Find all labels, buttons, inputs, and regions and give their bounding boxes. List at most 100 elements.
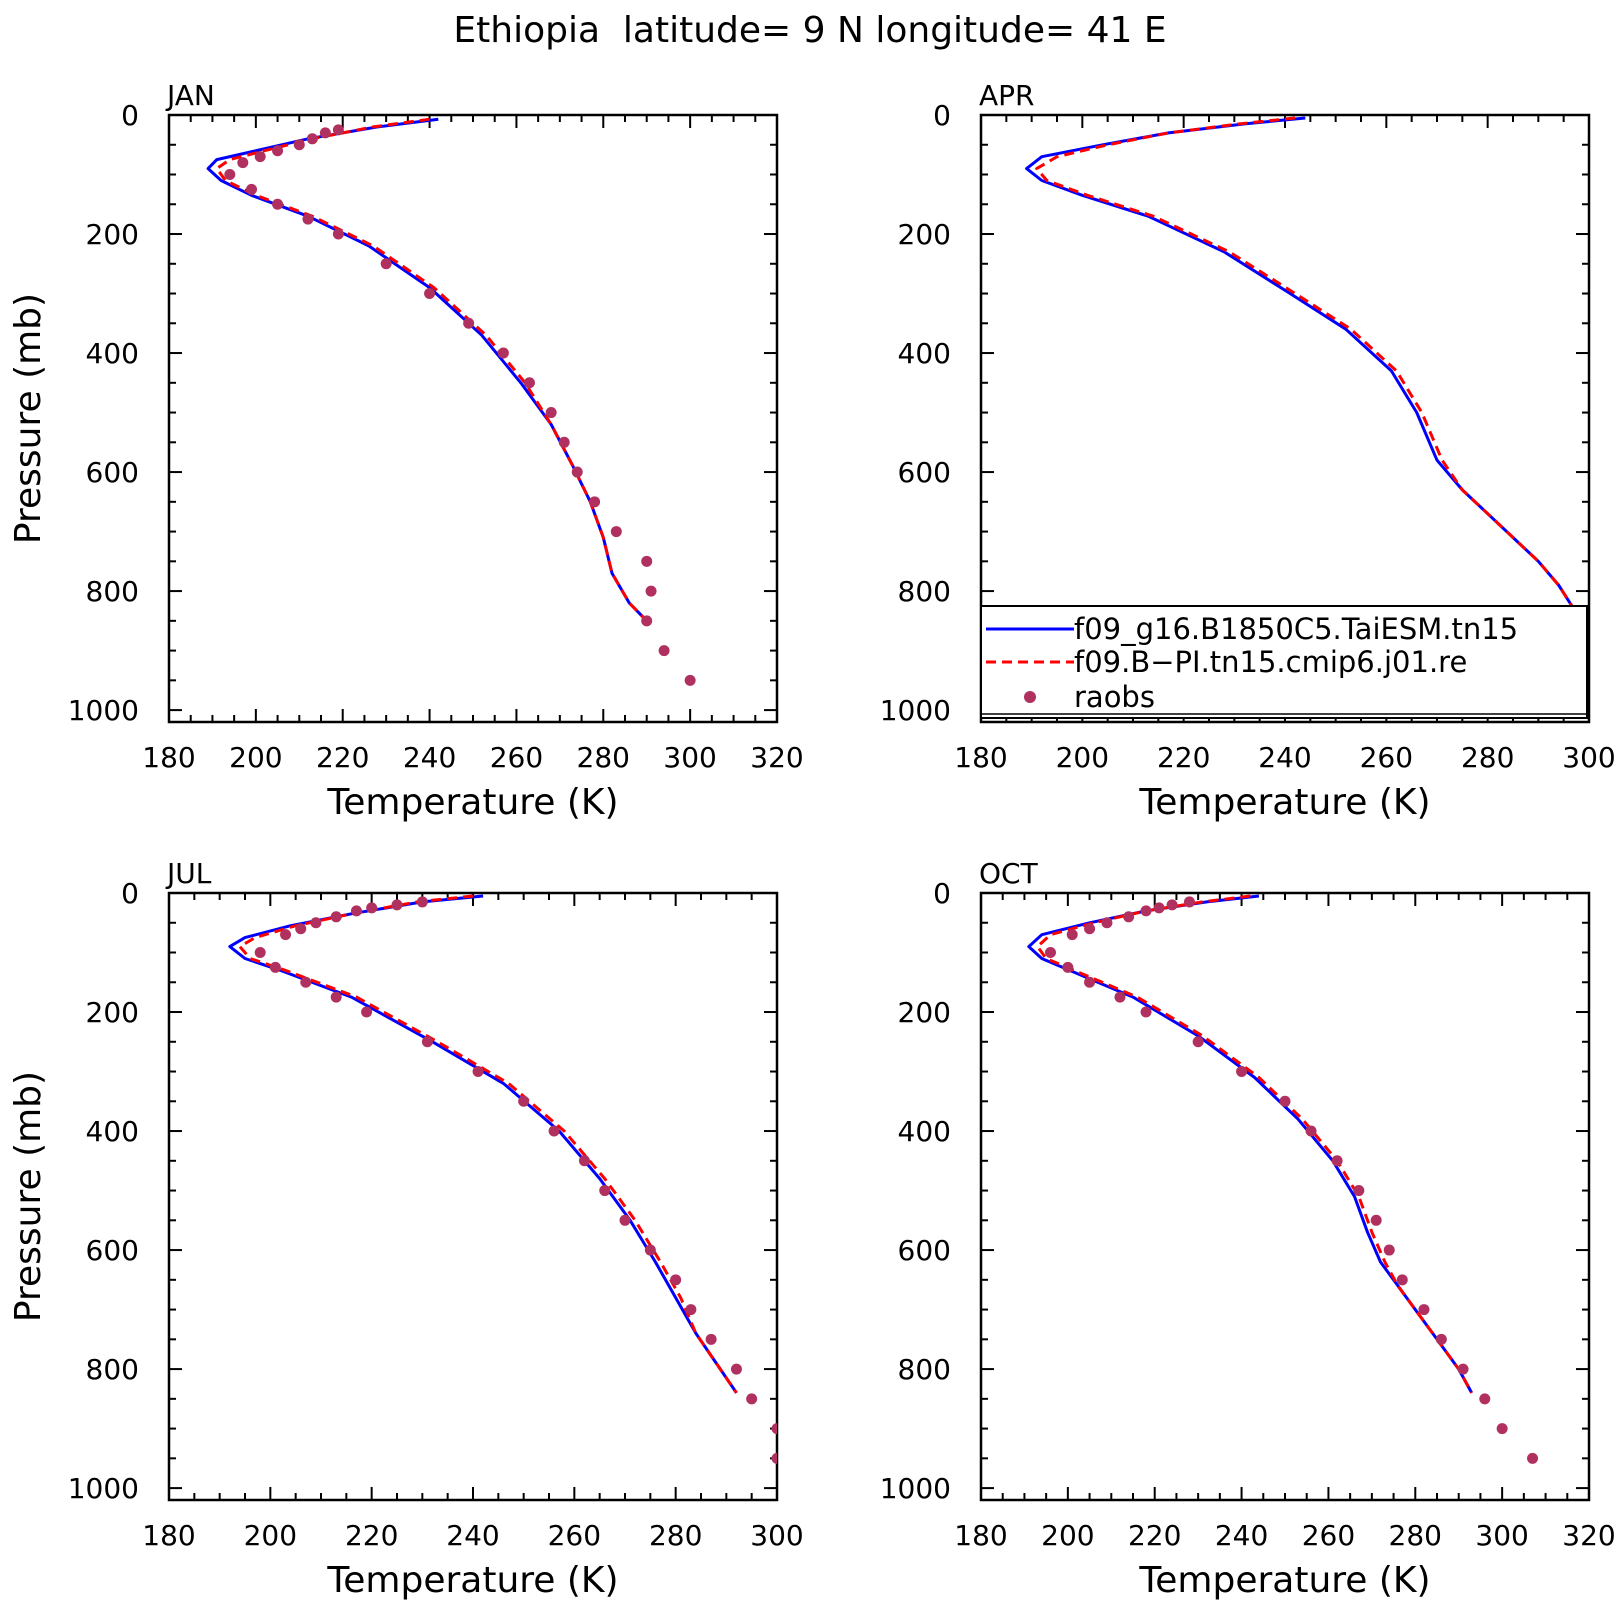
raobs-marker [300, 976, 312, 988]
x-tick-label: 240 [446, 1519, 499, 1552]
y-tick-label: 1000 [880, 1472, 951, 1505]
x-tick-label: 300 [1562, 741, 1615, 774]
legend: f09_g16.B1850C5.TaiESM.tn15f09.B−PI.tn15… [980, 605, 1588, 719]
raobs-marker [302, 213, 314, 225]
x-tick-label: 260 [1302, 1519, 1355, 1552]
raobs-marker [237, 157, 249, 169]
raobs-marker [684, 674, 696, 686]
raobs-marker [641, 615, 653, 627]
raobs-marker [1353, 1185, 1365, 1197]
x-tick-label: 200 [1056, 741, 1109, 774]
x-tick-label: 260 [1360, 741, 1413, 774]
x-tick-label: 220 [345, 1519, 398, 1552]
raobs-marker [518, 1095, 530, 1107]
raobs-marker [599, 1185, 611, 1197]
y-tick-label: 800 [86, 1353, 139, 1386]
raobs-marker [545, 407, 557, 419]
raobs-marker [1084, 923, 1096, 935]
raobs-marker [421, 1036, 433, 1048]
x-tick-label: 280 [577, 741, 630, 774]
x-axis-label: Temperature (K) [326, 782, 618, 823]
raobs-marker [254, 947, 266, 959]
x-tick-label: 240 [403, 741, 456, 774]
raobs-marker [1140, 905, 1152, 917]
plot-data [1025, 116, 1576, 610]
plot-frame [167, 891, 779, 1502]
raobs-marker [269, 961, 281, 973]
raobs-marker [589, 496, 601, 508]
y-axis-label: Pressure (mb) [8, 293, 49, 544]
raobs-marker [548, 1125, 560, 1137]
raobs-marker [571, 466, 583, 478]
raobs-marker [610, 526, 622, 538]
x-tick-label: 220 [1157, 741, 1210, 774]
plot-frame [167, 113, 779, 724]
raobs-marker [1370, 1214, 1382, 1226]
raobs-marker [730, 1363, 742, 1375]
raobs-marker [350, 905, 362, 917]
raobs-marker [771, 1423, 777, 1435]
taiesm-series-line [206, 117, 648, 622]
raobs-marker [280, 929, 292, 941]
x-tick-label: 200 [244, 1519, 297, 1552]
raobs-marker [1114, 991, 1126, 1003]
figure-title: Ethiopia latitude= 9 N longitude= 41 E [453, 10, 1166, 51]
raobs-marker [1084, 976, 1096, 988]
raobs-marker [619, 1214, 631, 1226]
raobs-marker [1479, 1393, 1491, 1405]
x-tick-label: 200 [1041, 1519, 1094, 1552]
raobs-marker [416, 896, 428, 908]
y-tick-label: 1000 [68, 1472, 139, 1505]
legend-label: f09_g16.B1850C5.TaiESM.tn15 [1074, 612, 1518, 646]
raobs-marker [272, 198, 284, 210]
x-tick-label: 280 [1389, 1519, 1442, 1552]
raobs-marker [644, 1244, 656, 1256]
raobs-marker [472, 1066, 484, 1078]
x-tick-label: 280 [649, 1519, 702, 1552]
raobs-marker [330, 911, 342, 923]
y-tick-label: 1000 [880, 694, 951, 727]
raobs-marker [424, 288, 436, 300]
raobs-marker [1192, 1036, 1204, 1048]
legend-label: raobs [1074, 680, 1155, 714]
y-tick-label: 200 [86, 218, 139, 251]
raobs-marker [380, 258, 392, 270]
y-tick-label: 800 [898, 1353, 951, 1386]
raobs-marker [332, 124, 344, 136]
x-tick-label: 300 [750, 1519, 803, 1552]
raobs-marker [523, 377, 535, 389]
x-tick-label: 300 [1475, 1519, 1528, 1552]
raobs-marker [658, 645, 670, 657]
raobs-marker [224, 169, 236, 181]
legend-label: f09.B−PI.tn15.cmip6.j01.re [1074, 645, 1467, 679]
x-tick-label: 180 [954, 741, 1007, 774]
taiesm-series-line [1025, 116, 1576, 610]
cmip6-series-line [1036, 894, 1474, 1394]
raobs-marker [1062, 961, 1074, 973]
raobs-marker [463, 317, 475, 329]
y-axis-label: Pressure (mb) [8, 1071, 49, 1322]
raobs-marker [332, 228, 344, 240]
taiesm-series-line [1027, 894, 1474, 1394]
x-tick-label: 180 [954, 1519, 1007, 1552]
raobs-marker [1044, 947, 1056, 959]
raobs-marker [685, 1304, 697, 1316]
x-tick-label: 300 [663, 741, 716, 774]
y-tick-label: 0 [121, 877, 139, 910]
x-tick-label: 220 [316, 741, 369, 774]
raobs-marker [641, 555, 653, 567]
raobs-marker [1457, 1363, 1469, 1375]
raobs-marker [746, 1393, 758, 1405]
taiesm-series-line [228, 894, 738, 1394]
raobs-marker [1101, 917, 1113, 929]
panel-title: JUL [165, 857, 212, 890]
raobs-marker [558, 436, 570, 448]
x-tick-label: 220 [1128, 1519, 1181, 1552]
raobs-marker [1383, 1244, 1395, 1256]
y-tick-label: 200 [86, 996, 139, 1029]
y-tick-label: 400 [898, 1115, 951, 1148]
raobs-marker [272, 145, 284, 157]
raobs-marker [295, 923, 307, 935]
plot-data [228, 894, 777, 1464]
cmip6-series-line [238, 894, 738, 1394]
